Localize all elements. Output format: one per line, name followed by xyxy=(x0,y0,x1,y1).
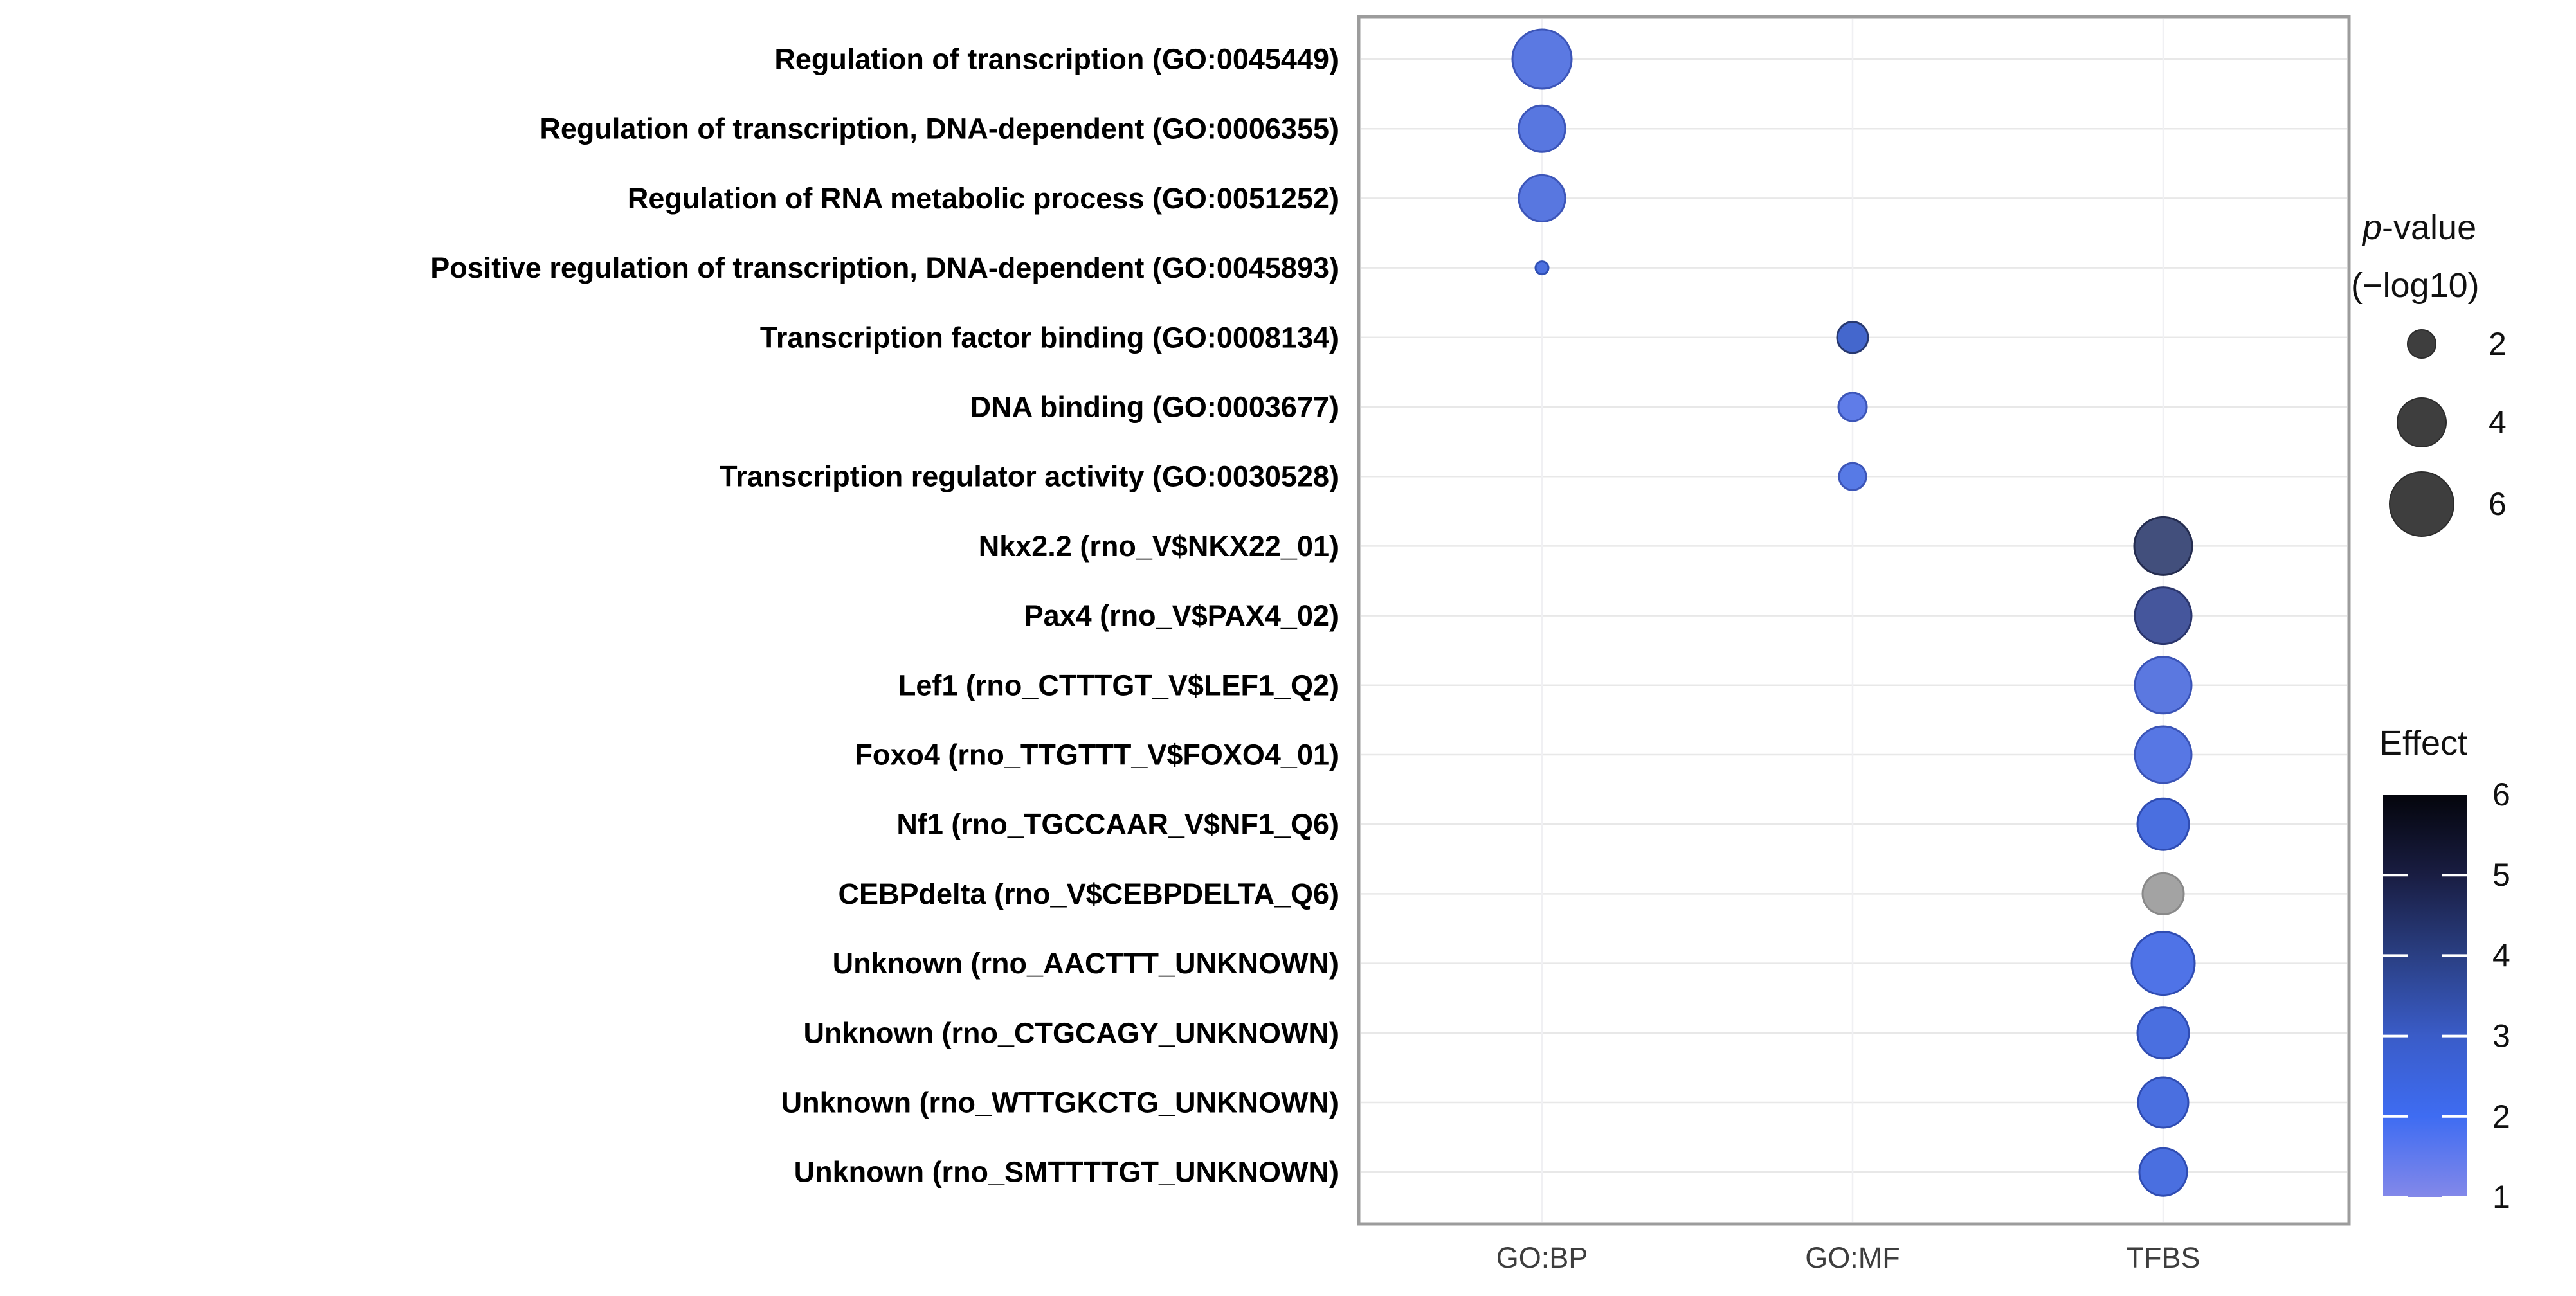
size-legend-value: 2 xyxy=(2489,326,2507,362)
y-axis-label: Regulation of transcription, DNA-depende… xyxy=(540,113,1339,145)
y-axis-label: Regulation of transcription (GO:0045449) xyxy=(774,43,1339,76)
y-axis-label: Unknown (rno_CTGCAGY_UNKNOWN) xyxy=(804,1016,1339,1049)
y-axis-label: Transcription regulator activity (GO:003… xyxy=(720,460,1339,493)
dot xyxy=(2141,872,2185,915)
y-axis-label: Unknown (rno_WTTGKCTG_UNKNOWN) xyxy=(781,1086,1339,1119)
dot xyxy=(2133,516,2193,576)
x-axis-label: GO:BP xyxy=(1496,1241,1588,1274)
y-axis-label: Pax4 (rno_V$PAX4_02) xyxy=(1024,599,1339,632)
color-legend-bar xyxy=(2383,795,2467,1197)
dot xyxy=(2136,1006,2190,1060)
panel-border xyxy=(1357,15,2351,1226)
dot xyxy=(2134,656,2193,715)
x-axis-label: GO:MF xyxy=(1805,1241,1900,1274)
color-legend-tick-label: 1 xyxy=(2492,1179,2510,1215)
y-axis-label: CEBPdelta (rno_V$CEBPDELTA_Q6) xyxy=(839,878,1339,910)
y-axis-label: Positive regulation of transcription, DN… xyxy=(430,251,1339,284)
y-axis-label: Regulation of RNA metabolic process (GO:… xyxy=(628,182,1339,215)
color-legend-tick-label: 5 xyxy=(2492,857,2510,893)
y-axis-label: Unknown (rno_SMTTTTGT_UNKNOWN) xyxy=(794,1156,1339,1189)
dot xyxy=(1518,104,1566,153)
dot xyxy=(1511,28,1573,90)
y-axis-label: Nf1 (rno_TGCCAAR_V$NF1_Q6) xyxy=(896,808,1339,841)
dot xyxy=(1837,392,1868,422)
y-axis-label: Foxo4 (rno_TTGTTT_V$FOXO4_01) xyxy=(855,739,1339,771)
dot xyxy=(2136,797,2190,851)
x-axis-label: TFBS xyxy=(2126,1241,2200,1274)
size-legend-dot xyxy=(2389,471,2454,537)
color-legend-tick-label: 2 xyxy=(2492,1099,2510,1135)
y-axis-label: DNA binding (GO:0003677) xyxy=(970,391,1339,424)
y-axis-label: Transcription factor binding (GO:0008134… xyxy=(760,321,1339,354)
dot xyxy=(1838,462,1867,491)
y-axis-label: Nkx2.2 (rno_V$NKX22_01) xyxy=(979,530,1339,562)
color-legend-title: Effect xyxy=(2379,724,2467,762)
dot xyxy=(1836,321,1869,354)
size-legend-dot xyxy=(2397,397,2447,447)
size-legend-title: p-value xyxy=(2361,208,2476,247)
y-axis-label: Lef1 (rno_CTTTGT_V$LEF1_Q2) xyxy=(898,669,1339,701)
size-legend-dot xyxy=(2407,329,2436,359)
dot xyxy=(2134,725,2193,784)
size-legend-value: 6 xyxy=(2489,486,2507,522)
color-legend-tick-label: 4 xyxy=(2492,937,2510,973)
dot xyxy=(1534,260,1550,276)
dot xyxy=(2130,931,2196,996)
dot xyxy=(2134,586,2193,645)
y-axis-label: Unknown (rno_AACTTT_UNKNOWN) xyxy=(833,947,1339,980)
size-legend-title-line2: (−log10) xyxy=(2351,266,2480,305)
dot xyxy=(2137,1076,2190,1129)
color-legend-tick-label: 3 xyxy=(2492,1018,2510,1054)
color-legend-tick-label: 6 xyxy=(2492,777,2510,813)
dot xyxy=(2138,1147,2188,1197)
size-legend-value: 4 xyxy=(2489,404,2507,440)
dot xyxy=(1518,174,1566,222)
